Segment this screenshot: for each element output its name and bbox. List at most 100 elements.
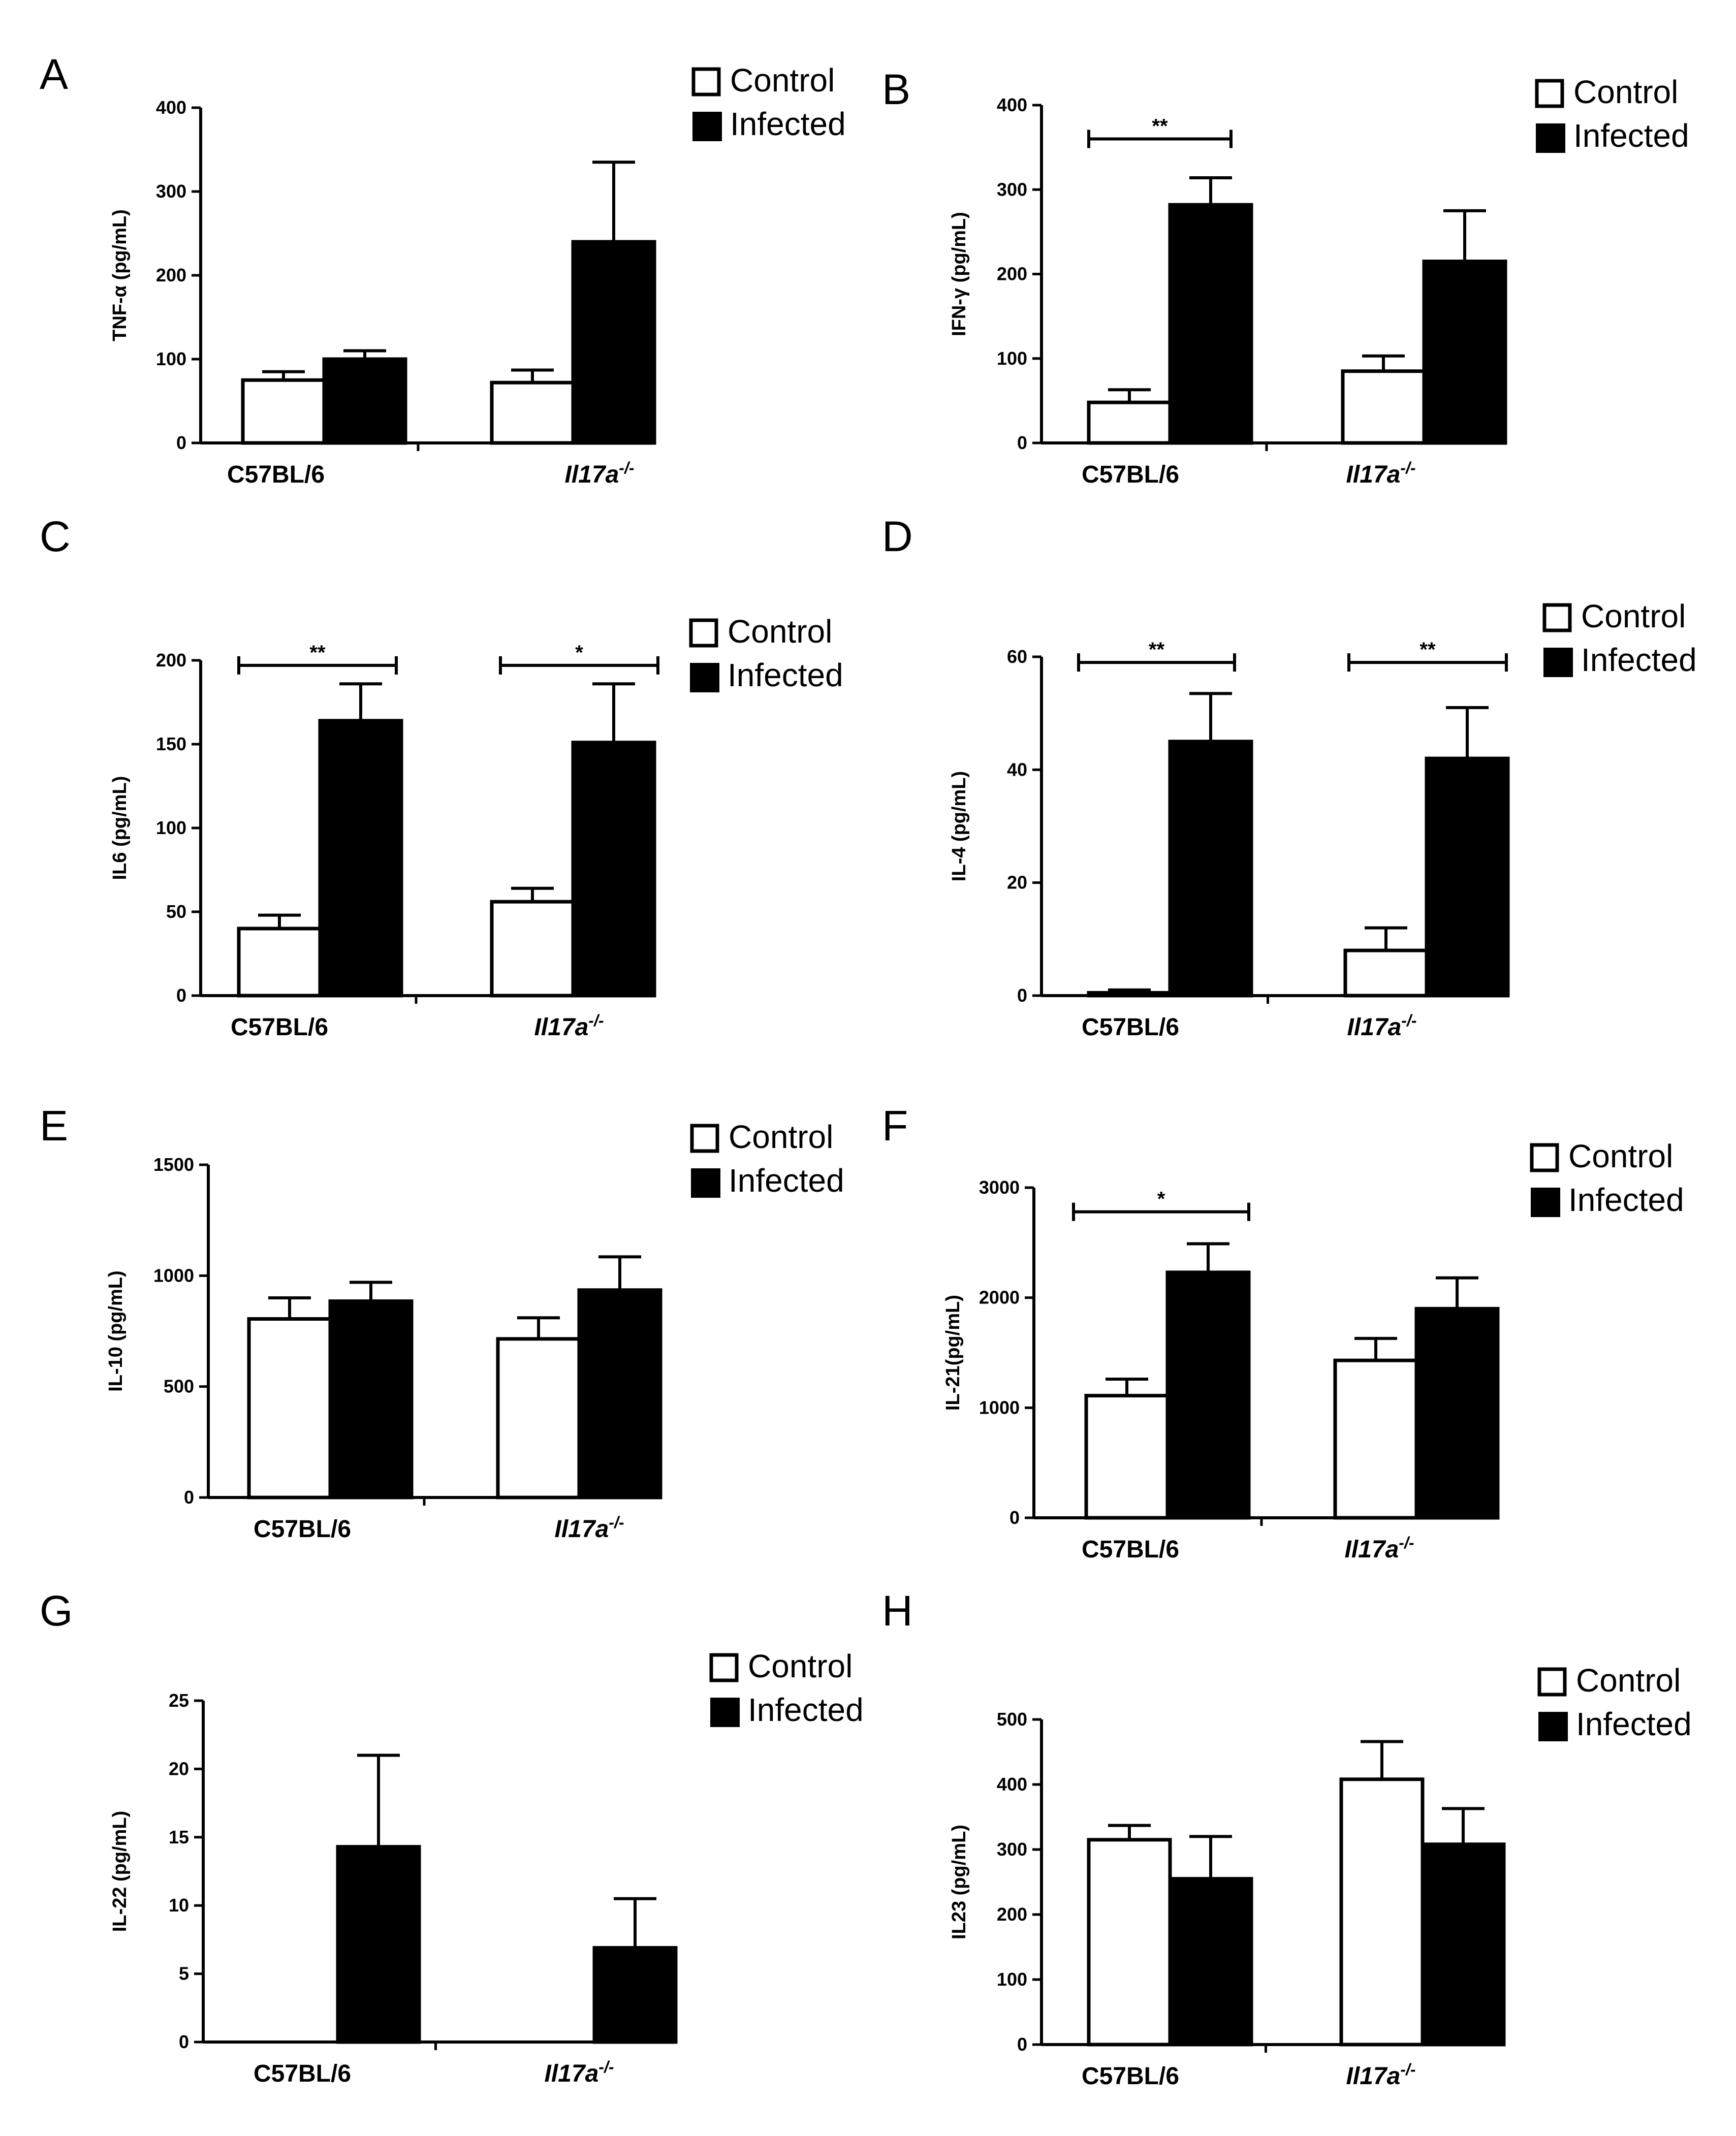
legend-label-infected: Infected — [1568, 1182, 1684, 1218]
y-tick-label: 400 — [997, 1774, 1027, 1795]
bar-control-il17a — [1333, 1358, 1418, 1520]
x-category-label: C57BL/6 — [1082, 461, 1179, 488]
bar-infected-c57bl6 — [322, 357, 407, 445]
bar-infected-c57bl6 — [318, 719, 403, 998]
significance-label: * — [1157, 1188, 1165, 1210]
bar-infected-il17a — [1414, 1306, 1500, 1520]
bar-infected-c57bl6 — [336, 1845, 421, 2044]
significance-label: * — [575, 642, 583, 664]
panel-a: A 0 100 200 300 400 TNF-α (pg/mL) C57BL/6 Il17a-… — [40, 50, 846, 488]
panel-d: D 0 20 40 60 IL-4 (pg/mL) C57BL/6 Il17a-/- ** ** C… — [882, 513, 1697, 1041]
panel-letter: F — [882, 1102, 908, 1150]
legend-swatch-infected — [1531, 1188, 1560, 1217]
bar-control-il17a — [1341, 369, 1426, 445]
legend-label-control: Control — [1568, 1138, 1673, 1174]
bar-control-il17a — [490, 380, 575, 445]
significance-label: ** — [1152, 115, 1168, 138]
legend-swatch-infected — [1538, 1712, 1568, 1741]
y-tick-label: 0 — [1017, 985, 1027, 1006]
legend-swatch-infected — [692, 112, 722, 141]
y-tick-label: 3000 — [979, 1177, 1020, 1198]
bar-control-c57bl6 — [247, 1317, 332, 1500]
y-tick-label: 300 — [997, 179, 1027, 200]
bar-control-il17a — [1343, 948, 1429, 998]
legend-swatch-control — [689, 618, 718, 648]
y-tick-label: 400 — [156, 97, 186, 118]
y-tick-label: 20 — [1007, 872, 1027, 893]
y-tick-label: 200 — [997, 264, 1027, 284]
y-tick-label: 0 — [1017, 2034, 1027, 2055]
bar-control-c57bl6 — [1087, 400, 1172, 445]
legend-label-infected: Infected — [748, 1692, 864, 1728]
x-category-label: Il17a-/- — [1346, 459, 1416, 488]
x-category-label: C57BL/6 — [1082, 1014, 1179, 1041]
panel-g: G 0 5 10 15 20 25 IL-22 (pg/mL) C57BL/6 Il17a-/- C… — [40, 1587, 864, 2087]
x-category-superscript: -/- — [609, 1513, 624, 1532]
legend-swatch-control — [690, 1124, 719, 1153]
x-category-superscript: -/- — [619, 459, 634, 477]
y-axis-label: IL23 (pg/mL) — [949, 1825, 970, 1939]
x-category-label: C57BL/6 — [1082, 1536, 1179, 1563]
y-tick-label: 0 — [1017, 432, 1027, 453]
y-tick-label: 1000 — [979, 1397, 1020, 1418]
legend-swatch-infected — [1536, 123, 1565, 153]
y-tick-label: 60 — [1007, 646, 1027, 667]
legend-label-control: Control — [1581, 598, 1686, 634]
legend: Control Infected — [709, 1648, 864, 1728]
y-tick-label: 200 — [156, 265, 186, 285]
y-tick-label: 0 — [1009, 1507, 1020, 1528]
panel-letter: C — [40, 513, 71, 560]
legend: Control Infected — [691, 62, 846, 142]
bar-control-c57bl6 — [241, 378, 326, 445]
x-category-superscript: -/- — [598, 2058, 614, 2076]
legend-label-infected: Infected — [1573, 117, 1689, 154]
panel-letter: B — [882, 66, 910, 113]
bar-infected-il17a — [1422, 260, 1507, 445]
legend-label-control: Control — [748, 1648, 853, 1684]
y-tick-label: 0 — [184, 1487, 194, 1508]
bar-infected-c57bl6 — [1168, 740, 1253, 998]
legend-swatch-control — [709, 1653, 739, 1682]
legend: Control Infected — [1530, 1138, 1684, 1218]
legend-swatch-control — [1537, 1667, 1567, 1697]
panel-e: E 0 500 1000 1500 IL-10 (pg/mL) C57BL/6 Il17a-/… — [40, 1102, 844, 1543]
y-tick-label: 2000 — [979, 1287, 1020, 1308]
bar-control-c57bl6 — [1087, 991, 1172, 998]
y-tick-label: 1500 — [153, 1154, 194, 1175]
y-axis-label: IL-21(pg/mL) — [942, 1295, 964, 1411]
significance-label: ** — [1149, 639, 1165, 661]
y-tick-label: 25 — [169, 1690, 189, 1711]
y-tick-label: 300 — [997, 1839, 1027, 1860]
x-category-label: C57BL/6 — [254, 1516, 351, 1543]
legend-label-control: Control — [1576, 1662, 1681, 1699]
bar-infected-c57bl6 — [328, 1299, 414, 1500]
y-tick-label: 40 — [1007, 759, 1027, 780]
bar-infected-il17a — [1425, 756, 1510, 998]
x-category-label: Il17a-/- — [534, 1011, 604, 1041]
x-category-label: Il17a-/- — [1345, 1534, 1414, 1563]
bar-infected-il17a — [577, 1288, 662, 1500]
legend-swatch-infected — [690, 663, 719, 692]
bar-control-c57bl6 — [1084, 1394, 1170, 1520]
y-tick-label: 100 — [156, 348, 186, 369]
legend-label-control: Control — [730, 62, 835, 99]
panel-letter: H — [882, 1587, 913, 1635]
legend: Control Infected — [1542, 598, 1697, 678]
bar-infected-c57bl6 — [1168, 1877, 1253, 2047]
x-category-label: Il17a-/- — [1347, 1011, 1417, 1041]
y-tick-label: 1000 — [153, 1265, 194, 1286]
y-tick-label: 500 — [997, 1709, 1027, 1730]
x-category-label: Il17a-/- — [555, 1513, 624, 1543]
legend: Control Infected — [689, 613, 843, 693]
y-tick-label: 500 — [164, 1376, 194, 1397]
bar-infected-c57bl6 — [1168, 203, 1253, 445]
panel-letter: A — [40, 50, 68, 98]
legend-label-infected: Infected — [1576, 1706, 1692, 1742]
x-category-label: C57BL/6 — [231, 1014, 328, 1041]
legend-swatch-infected — [1543, 648, 1573, 677]
legend-label-control: Control — [729, 1119, 833, 1155]
bar-control-c57bl6 — [1087, 1838, 1172, 2047]
legend-swatch-control — [1542, 603, 1572, 632]
panel-letter: D — [882, 513, 913, 560]
